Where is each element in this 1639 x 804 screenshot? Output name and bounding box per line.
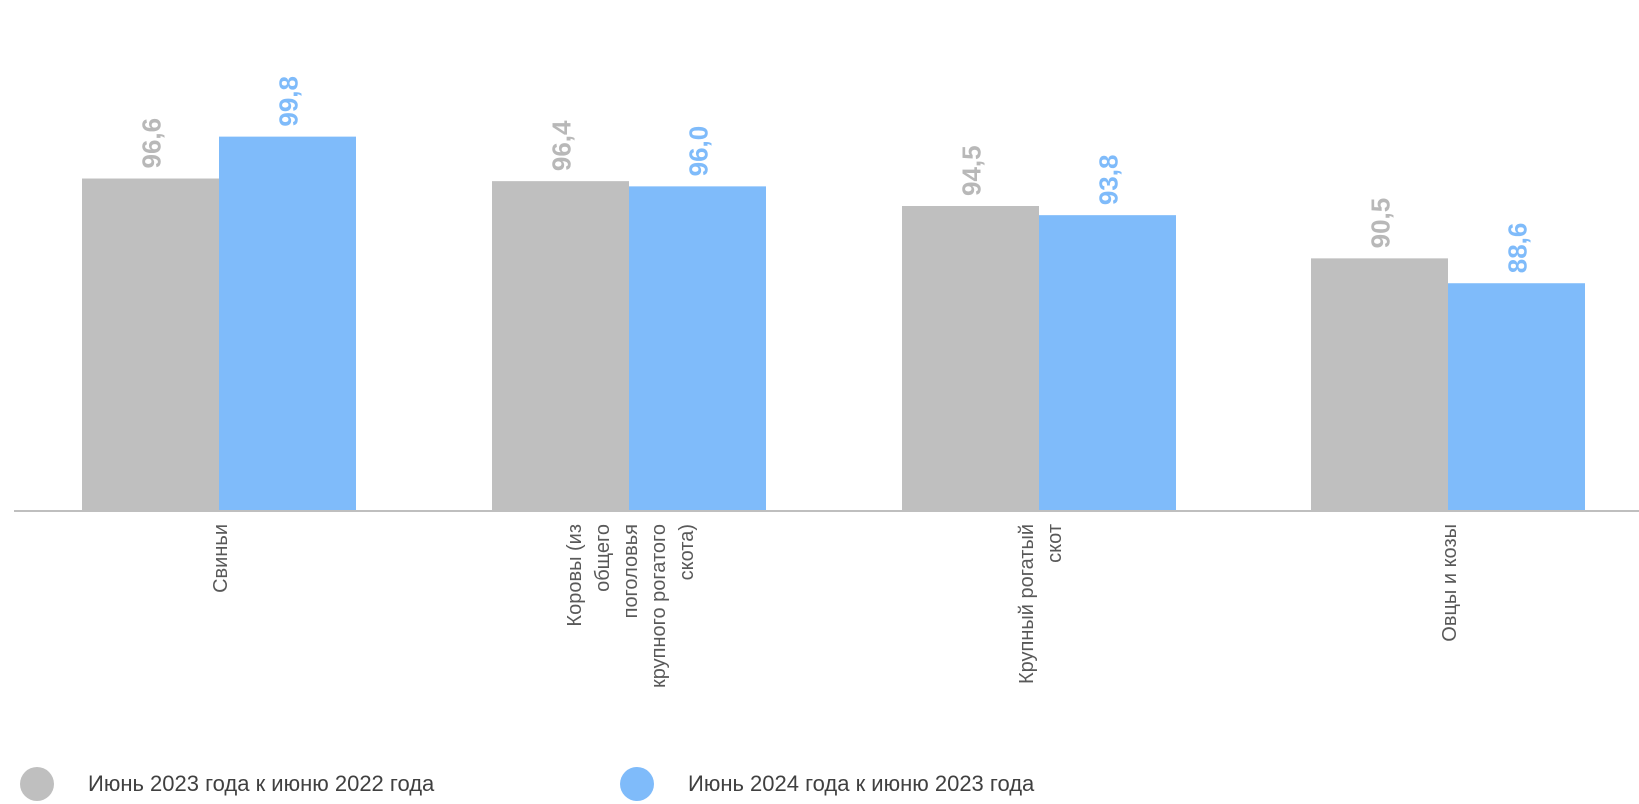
- bar-2023-0: [82, 178, 219, 511]
- category-label-1-line-4: скота): [676, 524, 698, 580]
- data-label-2024-3: 88,6: [1503, 223, 1533, 274]
- bar-2024-0: [219, 136, 356, 511]
- category-label-1-line-2: поголовья: [620, 524, 642, 618]
- category-label-2-line-1: скот: [1044, 524, 1066, 563]
- category-label-1-line-1: общего: [592, 524, 614, 592]
- category-label-2-line-0: Крупный рогатый: [1016, 524, 1038, 684]
- category-label-1-line-3: крупного рогатого: [648, 524, 670, 688]
- data-label-2024-2: 93,8: [1094, 155, 1124, 206]
- category-label-3-line-0: Овцы и козы: [1439, 524, 1461, 642]
- bar-2024-1: [629, 186, 766, 512]
- data-label-2023-3: 90,5: [1366, 198, 1396, 249]
- legend-marker-2023: [20, 767, 54, 801]
- bar-2023-1: [492, 181, 629, 511]
- legend-label-2024: Июнь 2024 года к июню 2023 года: [688, 771, 1035, 796]
- data-label-2024-0: 99,8: [274, 76, 304, 127]
- data-label-2023-0: 96,6: [137, 118, 167, 169]
- legend-label-2023: Июнь 2023 года к июню 2022 года: [88, 771, 435, 796]
- bar-2023-3: [1311, 258, 1448, 511]
- bar-2024-3: [1448, 283, 1585, 511]
- category-label-0-line-0: Свиньи: [210, 524, 232, 593]
- category-label-1-line-0: Коровы (из: [564, 524, 586, 627]
- bar-2024-2: [1039, 215, 1176, 511]
- legend-item-2024: Июнь 2024 года к июню 2023 года: [620, 764, 1034, 804]
- legend-item-2023: Июнь 2023 года к июню 2022 года: [20, 764, 434, 804]
- data-label-2024-1: 96,0: [684, 126, 714, 177]
- bar-2023-2: [902, 206, 1039, 512]
- data-label-2023-1: 96,4: [547, 120, 577, 171]
- legend-marker-2024: [620, 767, 654, 801]
- data-label-2023-2: 94,5: [957, 145, 987, 196]
